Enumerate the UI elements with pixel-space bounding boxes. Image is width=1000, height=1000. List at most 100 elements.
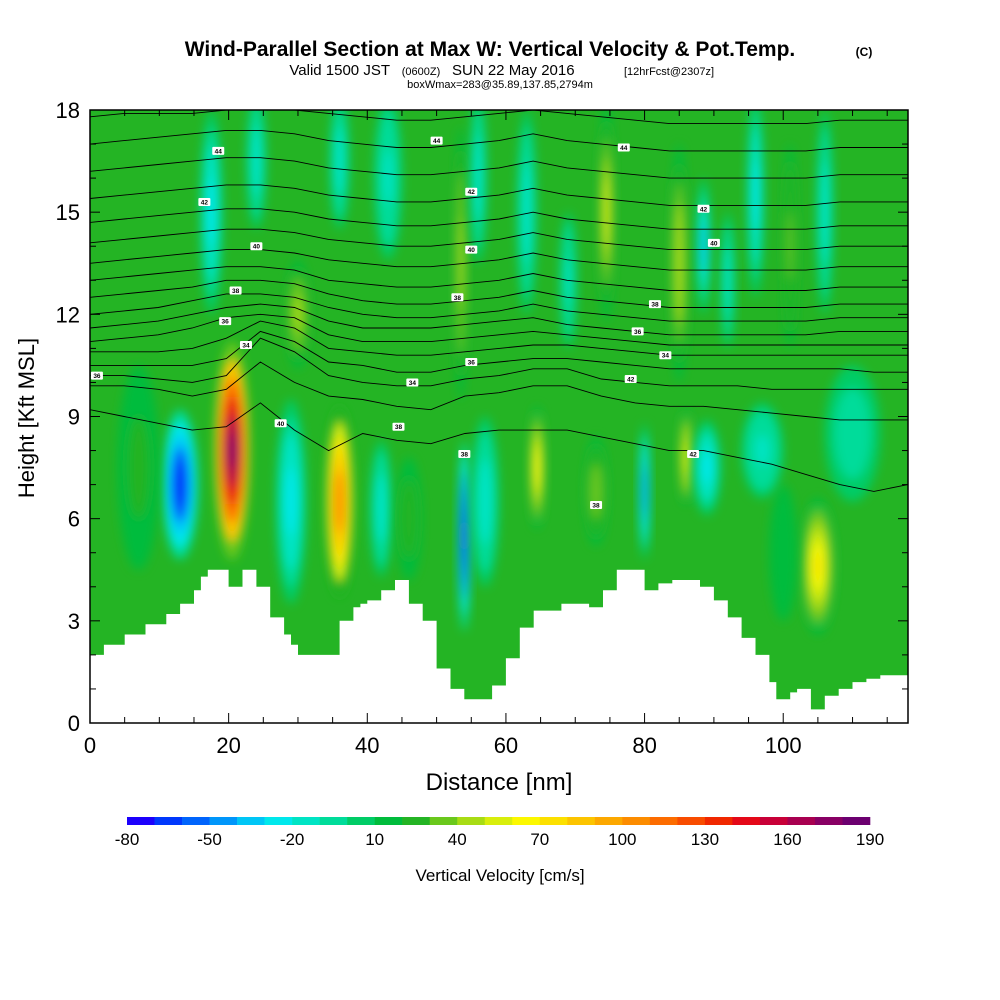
theta-contours	[90, 110, 908, 492]
velocity-field	[117, 110, 881, 635]
contour-label-bg	[229, 286, 242, 295]
velocity-cell	[370, 440, 393, 577]
contour-label: 36	[90, 371, 103, 380]
contour-label-text: 38	[232, 288, 240, 295]
y-axis-label: Height [Kft MSL]	[14, 338, 39, 498]
y-tick-label: 3	[68, 609, 80, 634]
colorbar-tick-label: 130	[691, 830, 719, 849]
velocity-cell	[693, 419, 721, 516]
contour-label-text: 38	[461, 451, 469, 458]
contour-label-text: 38	[651, 302, 659, 309]
title-copyright: (C)	[856, 45, 873, 59]
velocity-cell	[200, 110, 223, 315]
contour-label-text: 42	[689, 451, 697, 458]
chart-title: Wind-Parallel Section at Max W: Vertical…	[185, 38, 873, 91]
velocity-cell	[741, 402, 784, 499]
contour-label-text: 36	[222, 319, 230, 326]
contour-label-bg	[590, 501, 603, 510]
velocity-cell	[214, 341, 251, 560]
velocity-band	[337, 485, 342, 518]
colorbar-tick-label: 100	[608, 830, 636, 849]
colorbar-swatch	[594, 817, 623, 825]
contour-label: 42	[687, 449, 700, 458]
colorbar: -80 -50 -20 10 40 70 100 130 160 190	[115, 817, 884, 849]
contour-label-bg	[697, 204, 710, 213]
colorbar-swatch	[292, 817, 320, 825]
theta-contour-line	[90, 110, 908, 125]
contour-label-bg	[90, 371, 103, 380]
colorbar-swatch	[264, 817, 293, 825]
contour-label-text: 42	[201, 199, 209, 206]
contour-label: 40	[274, 419, 287, 428]
contour-label-bg	[451, 293, 464, 302]
x-tick-label: 0	[84, 733, 96, 758]
contour-label-text: 38	[592, 503, 600, 510]
velocity-band	[524, 195, 529, 230]
colorbar-swatch	[512, 817, 541, 825]
velocity-cell	[720, 212, 735, 349]
contour-label: 36	[465, 358, 478, 367]
velocity-band	[822, 195, 827, 230]
colorbar-tick-label: 160	[773, 830, 801, 849]
velocity-cell	[801, 498, 835, 635]
velocity-band	[135, 450, 142, 485]
velocity-cell	[325, 406, 354, 597]
contour-label: 42	[697, 204, 710, 213]
y-tick-label: 9	[68, 405, 80, 430]
velocity-cell	[275, 399, 307, 604]
colorbar-swatch	[704, 817, 733, 825]
velocity-cell	[396, 457, 422, 580]
velocity-band	[701, 234, 706, 258]
contour-label-bg	[648, 300, 661, 309]
velocity-band	[177, 472, 184, 498]
colorbar-swatch	[429, 817, 458, 825]
contour-label-text: 40	[277, 421, 285, 428]
velocity-cell	[529, 406, 545, 529]
contour-label-bg	[250, 242, 263, 251]
velocity-cell	[769, 484, 798, 621]
theta-contour-line	[90, 129, 908, 152]
colorbar-tick-label: -80	[115, 830, 140, 849]
y-tick-label: 15	[56, 200, 80, 225]
contour-label-bg	[239, 340, 252, 349]
velocity-band	[753, 178, 758, 213]
contour-label-text: 40	[710, 240, 718, 247]
contour-label-text: 34	[242, 342, 250, 349]
colorbar-swatch	[347, 817, 375, 825]
colorbar-swatch	[484, 817, 513, 825]
contour-label-text: 36	[468, 360, 476, 367]
velocity-cell	[584, 436, 608, 546]
contour-label-text: 36	[93, 373, 101, 380]
velocity-band	[476, 163, 481, 193]
velocity-band	[337, 149, 342, 173]
contour-label: 38	[590, 501, 603, 510]
velocity-band	[254, 149, 259, 173]
contour-label: 40	[250, 242, 263, 251]
colorbar-swatch	[319, 817, 348, 825]
contour-label-bg	[212, 146, 225, 155]
velocity-cell	[117, 365, 160, 570]
terrain-mask	[90, 569, 908, 723]
x-tick-label: 40	[355, 733, 379, 758]
contour-label: 42	[624, 375, 637, 384]
title-valid-prefix: Valid 1500 JST	[289, 62, 390, 79]
colorbar-swatch	[539, 817, 568, 825]
colorbar-swatch	[457, 817, 486, 825]
contour-label: 44	[617, 143, 630, 152]
velocity-cell	[454, 127, 468, 400]
colorbar-swatch	[154, 817, 183, 825]
y-tick-label: 0	[68, 711, 80, 736]
theta-contour-line	[90, 249, 908, 271]
colorbar-swatch	[759, 817, 788, 825]
contour-label: 36	[631, 327, 644, 336]
velocity-cell	[374, 110, 402, 260]
contour-labels: 36 44 42 40 38 36 34 40 44 42 40 38 36 34 38 38 38 44 42 40…	[90, 136, 720, 510]
contour-label-text: 40	[253, 244, 261, 251]
contour-label-bg	[659, 351, 672, 360]
colorbar-swatch	[209, 817, 238, 825]
contour-label: 34	[406, 378, 419, 387]
contour-label-text: 38	[454, 295, 462, 302]
x-axis: 0 20 40 60 80 100	[84, 110, 888, 758]
contour-label-text: 44	[433, 138, 441, 145]
